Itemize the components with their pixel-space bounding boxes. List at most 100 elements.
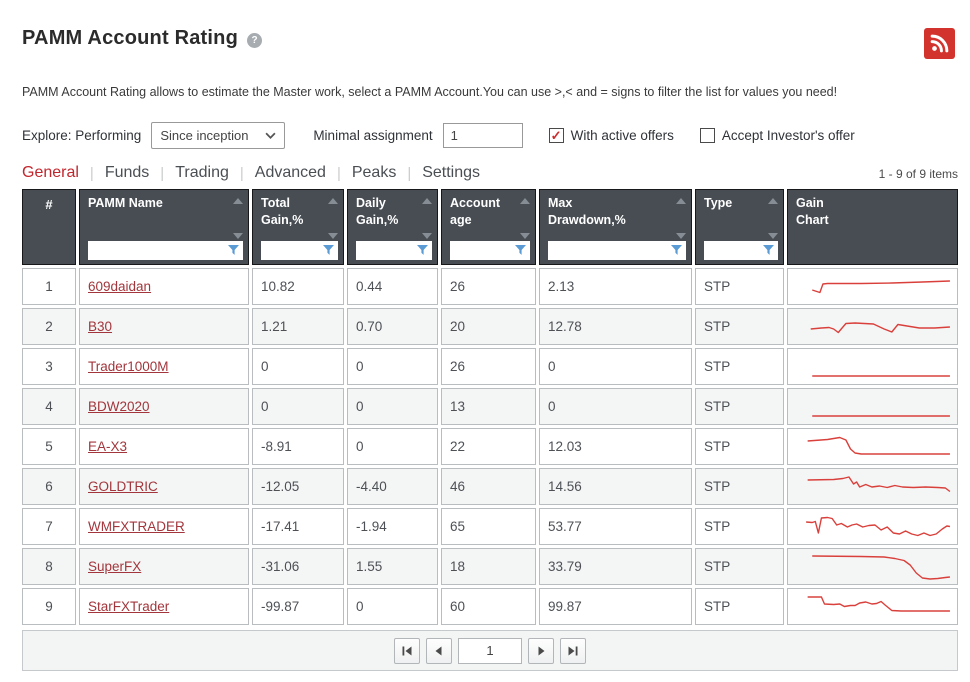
account-type-value: STP <box>695 468 784 505</box>
total-gain-value: -99.87 <box>252 588 344 625</box>
tab-trading[interactable]: Trading <box>175 164 229 181</box>
gain-chart-cell <box>787 468 958 505</box>
pamm-name-link[interactable]: StarFXTrader <box>88 599 170 614</box>
filter-input-account-age[interactable] <box>453 243 515 258</box>
filter-input-total-gain[interactable] <box>264 243 323 258</box>
column-label: # <box>45 197 53 212</box>
gain-sparkline <box>800 472 953 502</box>
pagination-first-button[interactable] <box>394 637 420 664</box>
filter-funnel-icon[interactable] <box>323 245 334 256</box>
pamm-name-link[interactable]: BDW2020 <box>88 399 150 414</box>
column-header-daily-gain[interactable]: Daily Gain,% <box>347 189 438 265</box>
account-age-value: 13 <box>441 388 536 425</box>
table-header-row: # PAMM Name <box>22 189 958 265</box>
sort-asc-icon[interactable] <box>422 198 432 204</box>
pamm-name-cell: B30 <box>79 308 249 345</box>
sort-desc-icon[interactable] <box>328 233 338 239</box>
max-drawdown-value: 14.56 <box>539 468 692 505</box>
total-gain-value: -31.06 <box>252 548 344 585</box>
pagination-next-button[interactable] <box>528 637 554 664</box>
column-header-account-age[interactable]: Account age <box>441 189 536 265</box>
sort-asc-icon[interactable] <box>768 198 778 204</box>
daily-gain-value: 1.55 <box>347 548 438 585</box>
minimal-assignment-input[interactable] <box>442 123 523 148</box>
sort-arrows <box>422 195 432 239</box>
table-row: 4 BDW2020 0 0 13 0 STP <box>22 388 958 425</box>
daily-gain-value: 0 <box>347 348 438 385</box>
column-filter <box>88 241 243 260</box>
pamm-name-link[interactable]: SuperFX <box>88 559 142 574</box>
gain-chart-cell <box>787 268 958 305</box>
sort-desc-icon[interactable] <box>520 233 530 239</box>
pamm-rating-table: # PAMM Name <box>19 186 961 628</box>
row-number: 9 <box>22 588 76 625</box>
column-header-type[interactable]: Type <box>695 189 784 265</box>
account-age-value: 26 <box>441 348 536 385</box>
table-row: 8 SuperFX -31.06 1.55 18 33.79 STP <box>22 548 958 585</box>
with-active-offers-option[interactable]: ✓ With active offers <box>548 128 674 143</box>
sort-arrows <box>676 195 686 239</box>
column-header-total-gain[interactable]: Total Gain,% <box>252 189 344 265</box>
filter-funnel-icon[interactable] <box>671 245 682 256</box>
pamm-name-link[interactable]: 609daidan <box>88 279 152 294</box>
gain-chart-cell <box>787 348 958 385</box>
tab-separator: | <box>407 164 412 182</box>
with-active-offers-checkbox[interactable]: ✓ <box>548 128 564 143</box>
filter-input-pamm-name[interactable] <box>91 243 228 258</box>
sort-desc-icon[interactable] <box>233 233 243 239</box>
rss-icon <box>930 34 949 53</box>
gain-chart-cell <box>787 388 958 425</box>
filter-input-max-drawdown[interactable] <box>551 243 671 258</box>
pamm-name-cell: GOLDTRIC <box>79 468 249 505</box>
pamm-name-link[interactable]: GOLDTRIC <box>88 479 158 494</box>
account-type-value: STP <box>695 308 784 345</box>
tab-advanced[interactable]: Advanced <box>254 164 326 181</box>
tab-settings[interactable]: Settings <box>422 164 481 181</box>
account-age-value: 46 <box>441 468 536 505</box>
filter-funnel-icon[interactable] <box>228 245 239 256</box>
pagination-last-button[interactable] <box>560 637 586 664</box>
total-gain-value: -17.41 <box>252 508 344 545</box>
period-select[interactable]: Since inception <box>151 122 286 149</box>
column-filter <box>450 241 530 260</box>
pamm-name-link[interactable]: Trader1000M <box>88 359 169 374</box>
filter-funnel-icon[interactable] <box>417 245 428 256</box>
gain-sparkline <box>800 512 953 542</box>
sort-asc-icon[interactable] <box>233 198 243 204</box>
pamm-name-link[interactable]: WMFXTRADER <box>88 519 185 534</box>
sort-asc-icon[interactable] <box>520 198 530 204</box>
pagination-page-input[interactable] <box>458 637 522 664</box>
pamm-name-link[interactable]: B30 <box>88 319 113 334</box>
column-header-max-drawdown[interactable]: Max Drawdown,% <box>539 189 692 265</box>
tab-separator: | <box>160 164 165 182</box>
pamm-name-cell: WMFXTRADER <box>79 508 249 545</box>
filter-funnel-icon[interactable] <box>763 245 774 256</box>
daily-gain-value: -1.94 <box>347 508 438 545</box>
sort-asc-icon[interactable] <box>676 198 686 204</box>
sort-desc-icon[interactable] <box>422 233 432 239</box>
table-row: 7 WMFXTRADER -17.41 -1.94 65 53.77 STP <box>22 508 958 545</box>
row-number: 6 <box>22 468 76 505</box>
rss-feed-button[interactable] <box>924 28 955 59</box>
filter-input-type[interactable] <box>707 243 763 258</box>
filter-input-daily-gain[interactable] <box>359 243 417 258</box>
tab-general[interactable]: General <box>22 164 79 181</box>
help-icon[interactable]: ? <box>247 32 263 48</box>
row-number: 8 <box>22 548 76 585</box>
pamm-name-link[interactable]: EA-X3 <box>88 439 128 454</box>
sort-desc-icon[interactable] <box>676 233 686 239</box>
accept-investors-offer-option[interactable]: ✓ Accept Investor's offer <box>699 128 855 143</box>
sort-asc-icon[interactable] <box>328 198 338 204</box>
sort-arrows <box>768 195 778 239</box>
accept-investors-offer-checkbox[interactable]: ✓ <box>699 128 715 143</box>
tab-funds[interactable]: Funds <box>104 164 150 181</box>
column-header-pamm-name[interactable]: PAMM Name <box>79 189 249 265</box>
filter-row: Explore: Performing Since inception Mini… <box>22 122 958 149</box>
gain-sparkline <box>800 552 953 582</box>
pagination-prev-button[interactable] <box>426 637 452 664</box>
pamm-name-cell: BDW2020 <box>79 388 249 425</box>
sort-desc-icon[interactable] <box>768 233 778 239</box>
tab-peaks[interactable]: Peaks <box>351 164 397 181</box>
filter-funnel-icon[interactable] <box>515 245 526 256</box>
row-number: 1 <box>22 268 76 305</box>
